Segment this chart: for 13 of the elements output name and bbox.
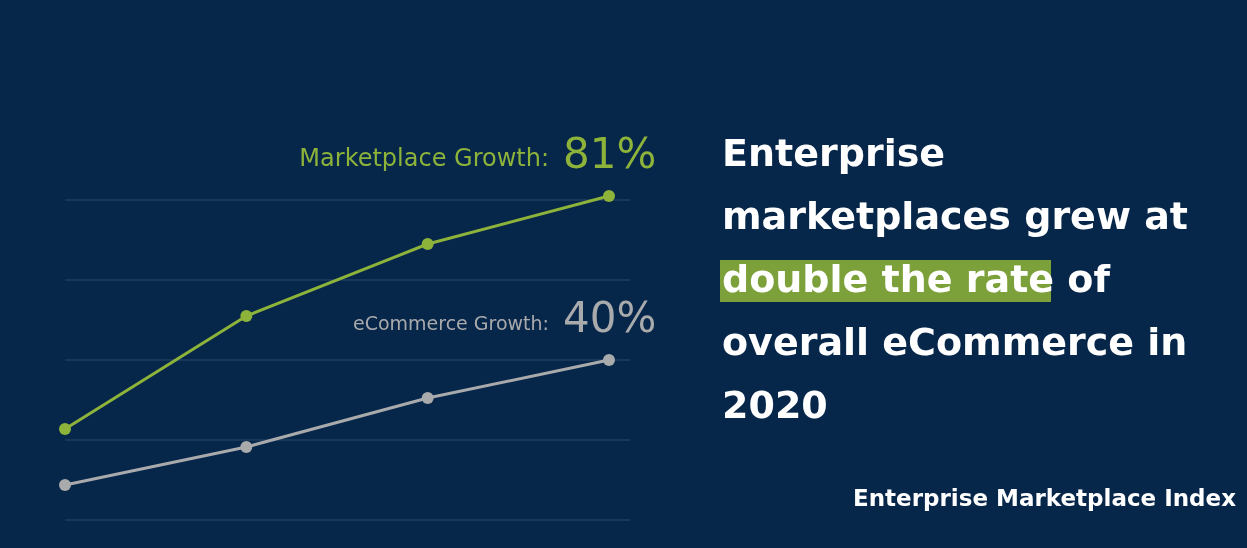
point bbox=[240, 310, 253, 322]
series-label: eCommerce Growth: bbox=[352, 312, 549, 334]
point bbox=[240, 441, 253, 453]
point bbox=[603, 190, 615, 202]
series-label: Marketplace Growth: bbox=[299, 144, 549, 172]
point bbox=[59, 423, 71, 435]
point bbox=[59, 479, 71, 491]
point bbox=[603, 354, 615, 366]
point bbox=[421, 238, 434, 250]
text: Enterprise Marketplace Index bbox=[853, 485, 1237, 511]
data-label: 40% bbox=[563, 293, 657, 342]
data-label: 81% bbox=[563, 129, 657, 178]
point bbox=[421, 392, 434, 404]
